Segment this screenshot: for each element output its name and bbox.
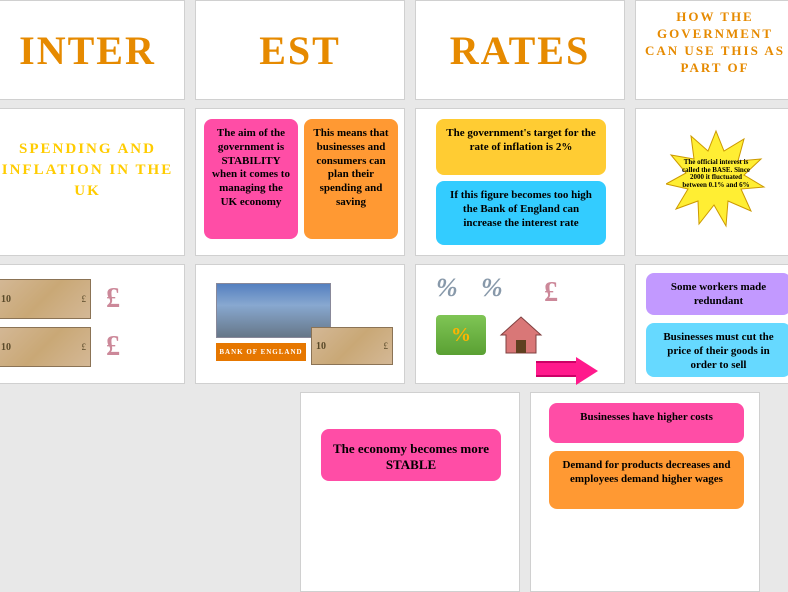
title-inter: INTER [0, 1, 184, 101]
subtitle-spending: SPENDING AND INFLATION IN THE UK [1, 139, 174, 202]
percent-icon: % [436, 273, 458, 303]
panel-r3c3: % % £ % [415, 264, 625, 384]
title-est: EST [196, 1, 404, 101]
star-text: The official interest is called the BASE… [678, 159, 754, 190]
pound-icon: £ [544, 277, 558, 309]
card-demand-decreases: Demand for products decreases and employ… [549, 451, 744, 509]
banknote-icon [0, 279, 91, 319]
arrow-head-icon [576, 357, 598, 385]
bank-england-logo: BANK OF ENGLAND [216, 343, 306, 361]
panel-r3c4: Some workers made redundant Businesses m… [635, 264, 788, 384]
card-cut-price: Businesses must cut the price of their g… [646, 323, 788, 377]
banknote-icon [311, 327, 393, 365]
panel-r4c2: The economy becomes more STABLE [300, 392, 520, 592]
panel-r1c3: RATES [415, 0, 625, 100]
panel-r3c2: BANK OF ENGLAND [195, 264, 405, 384]
card-redundant: Some workers made redundant [646, 273, 788, 315]
panel-r2c3: The government's target for the rate of … [415, 108, 625, 256]
banknote-icon [0, 327, 91, 367]
card-economy-stable: The economy becomes more STABLE [321, 429, 501, 481]
pound-icon: £ [106, 331, 120, 363]
card-plan-spending: This means that businesses and consumers… [304, 119, 398, 239]
panel-r2c1: SPENDING AND INFLATION IN THE UK [0, 108, 185, 256]
house-icon [496, 315, 546, 355]
panel-r2c2: The aim of the government is STABILITY w… [195, 108, 405, 256]
sun-percent-icon: % [436, 315, 486, 355]
card-higher-costs: Businesses have higher costs [549, 403, 744, 443]
panel-r2c4: The official interest is called the BASE… [635, 108, 788, 256]
percent-icon: % [481, 273, 503, 303]
card-stability: The aim of the government is STABILITY w… [204, 119, 298, 239]
panel-r1c1: INTER [0, 0, 185, 100]
card-inflation-target: The government's target for the rate of … [436, 119, 606, 175]
title-government: HOW THE GOVERNMENT CAN USE THIS AS PART … [644, 9, 786, 77]
arrow-icon [536, 361, 576, 377]
panel-r3c1: £ £ [0, 264, 185, 384]
panel-r4c3: Businesses have higher costs Demand for … [530, 392, 760, 592]
title-rates: RATES [416, 1, 624, 101]
panel-r1c4: HOW THE GOVERNMENT CAN USE THIS AS PART … [635, 0, 788, 100]
panel-r1c2: EST [195, 0, 405, 100]
pound-icon: £ [106, 283, 120, 315]
card-bank-england: If this figure becomes too high the Bank… [436, 181, 606, 245]
